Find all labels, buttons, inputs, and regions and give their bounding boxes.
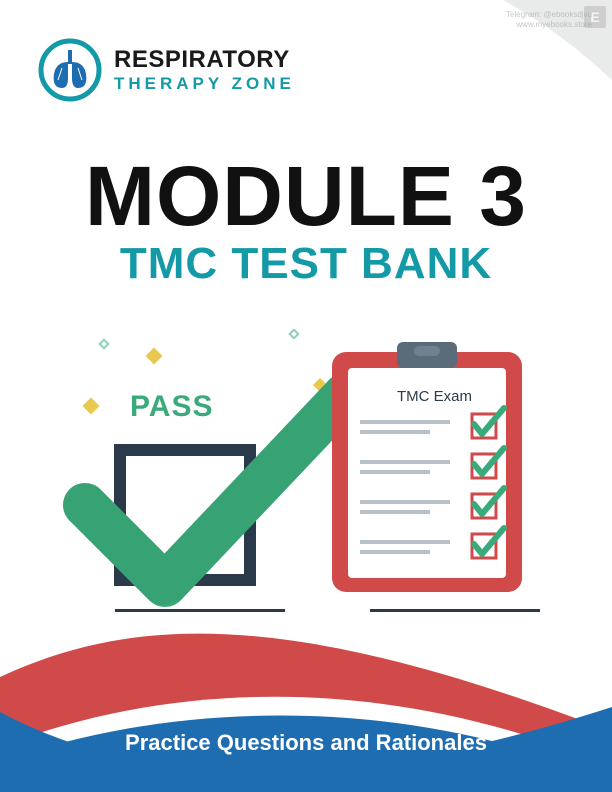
footer-text: Practice Questions and Rationales <box>0 730 612 756</box>
pass-label: PASS <box>130 390 213 424</box>
pass-checkbox <box>110 420 260 560</box>
watermark-line1: Telegram: @ebooksdjvu <box>506 10 592 20</box>
brand-logo <box>38 38 102 102</box>
title-sub: TMC TEST BANK <box>0 239 612 289</box>
footer-waves <box>0 592 612 792</box>
cover-illustration: PASS TMC Exam <box>60 330 552 630</box>
title-block: MODULE 3 TMC TEST BANK <box>0 148 612 289</box>
clipboard: TMC Exam <box>332 342 522 592</box>
sparkle-icon <box>98 338 109 349</box>
cover-page: E Telegram: @ebooksdjvu www.myebooks.sto… <box>0 0 612 792</box>
clipboard-title: TMC Exam <box>397 388 472 405</box>
watermark-text: Telegram: @ebooksdjvu www.myebooks.store <box>506 10 592 29</box>
title-main: MODULE 3 <box>0 148 612 245</box>
sparkle-icon <box>146 348 163 365</box>
watermark-line2: www.myebooks.store <box>506 20 592 30</box>
brand-tagline: THERAPY ZONE <box>114 74 295 94</box>
sparkle-icon <box>83 398 100 415</box>
brand-header: RESPIRATORY THERAPY ZONE <box>38 38 295 102</box>
brand-name: RESPIRATORY <box>114 46 295 74</box>
sparkle-icon <box>288 328 299 339</box>
brand-text: RESPIRATORY THERAPY ZONE <box>114 46 295 94</box>
